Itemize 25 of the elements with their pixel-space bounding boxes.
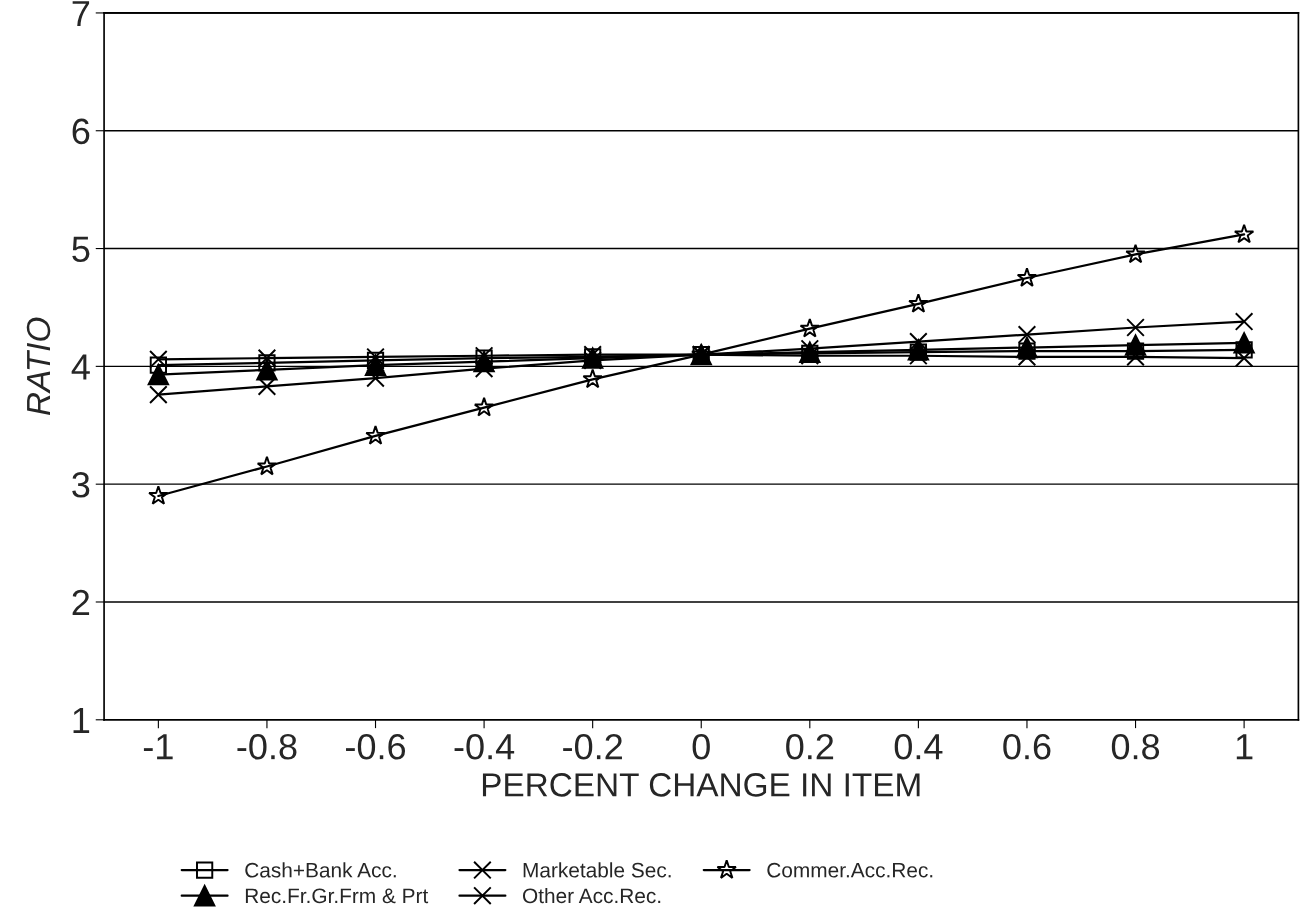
legend-label: Commer.Acc.Rec. [767,862,933,878]
y-tick-label: 6 [72,118,90,145]
x-tick-label: 0.4 [894,733,943,760]
x-tick-label: 0.8 [1111,733,1160,760]
legend-label: Marketable Sec. [523,862,671,878]
legend-label: Cash+Bank Acc. [245,862,396,878]
y-tick-label: 7 [72,1,90,27]
x-axis-title: PERCENT CHANGE IN ITEM [482,773,920,797]
x-tick-label: -0.2 [563,733,622,760]
x-tick-label: 0.2 [786,733,834,760]
y-tick-label: 5 [72,236,90,262]
y-tick-label: 2 [72,589,90,616]
x-tick-label: -0.6 [346,733,406,760]
legend-label: Rec.Fr.Gr.Frm & Prt [245,888,429,904]
x-tick-label: -0.4 [454,733,515,760]
x-tick-label: 0.6 [1003,733,1051,760]
x-tick-label: -0.8 [237,733,297,760]
x-tick-label: 0 [692,733,710,760]
y-axis-title: RATIO [26,317,51,416]
y-tick-label: 1 [73,708,90,733]
x-tick-label: -1 [143,734,173,760]
x-tick-label: 1 [1236,734,1253,760]
legend-label: Other Acc.Rec. [522,887,661,904]
y-tick-label: 3 [72,472,90,498]
y-tick-label: 4 [71,354,90,380]
